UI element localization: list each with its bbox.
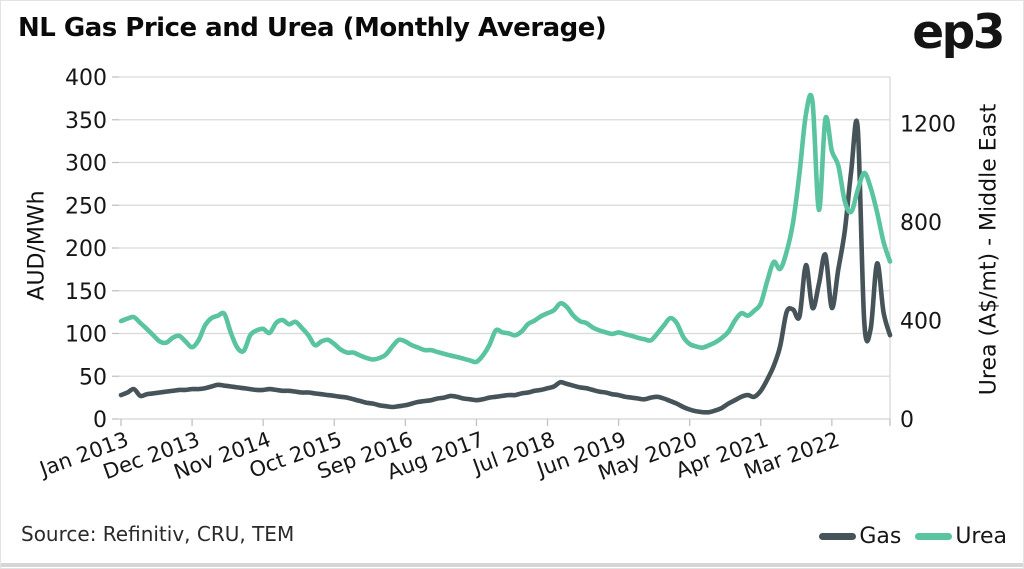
source-text: Source: Refinitiv, CRU, TEM [21, 522, 295, 546]
urea-line [118, 92, 893, 365]
right-axis-tick-label: 1200 [900, 113, 956, 138]
left-axis-tick-label: 300 [65, 152, 107, 177]
brand-logo: ep3 [912, 5, 1005, 60]
legend-label-urea: Urea [955, 524, 1007, 549]
left-axis-tick-label: 400 [65, 66, 107, 91]
gas-line [118, 118, 893, 415]
legend-item-urea: Urea [915, 524, 1007, 549]
left-axis-tick-label: 100 [65, 323, 107, 348]
left-axis-tick-label: 350 [65, 109, 107, 134]
right-axis-tick-label: 0 [900, 408, 914, 433]
left-axis-tick-label: 200 [65, 237, 107, 262]
legend-label-gas: Gas [859, 524, 902, 549]
right-axis-tick-label: 400 [900, 310, 942, 335]
left-axis-tick-label: 0 [93, 408, 107, 433]
bottom-strip [1, 563, 1023, 567]
right-axis-title: Urea (A$/mt) - Middle East [976, 103, 1002, 396]
urea-swatch [915, 533, 953, 540]
left-axis-tick-label: 50 [79, 365, 107, 390]
left-axis-title: AUD/MWh [24, 190, 50, 301]
page-title: NL Gas Price and Urea (Monthly Average) [18, 13, 607, 43]
left-axis-tick-label: 250 [65, 194, 107, 219]
gas-swatch [819, 533, 857, 540]
legend: Gas Urea [819, 524, 1007, 549]
right-axis-tick-label: 800 [900, 211, 942, 236]
left-axis-tick-label: 150 [65, 280, 107, 305]
legend-item-gas: Gas [819, 524, 901, 549]
